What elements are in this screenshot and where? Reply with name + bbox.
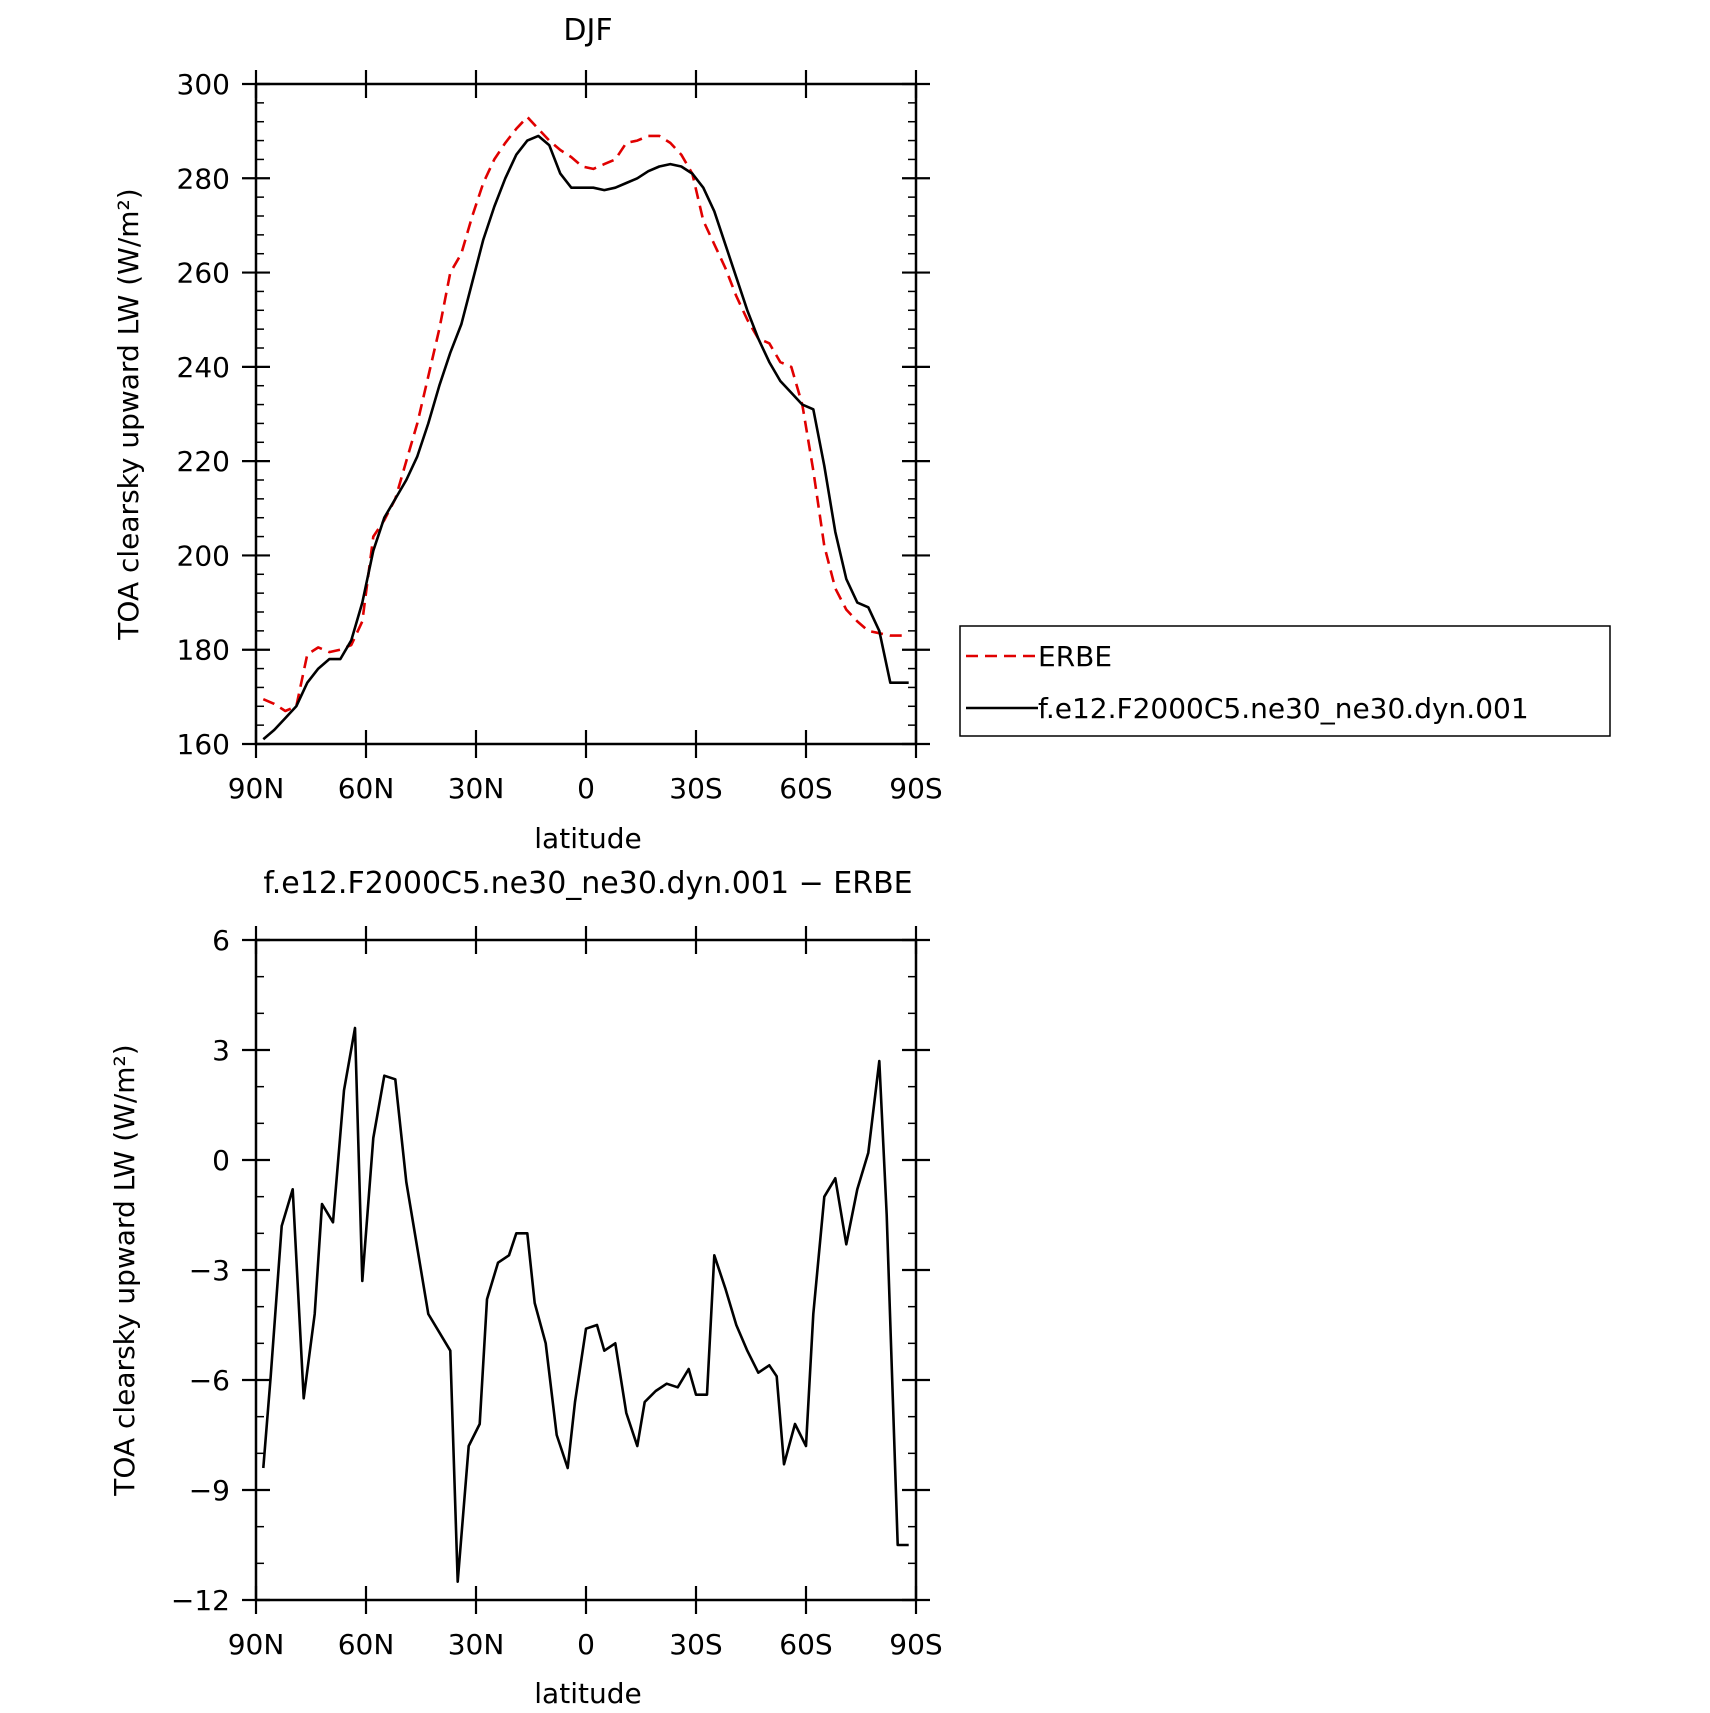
y-tick-label: 6 bbox=[212, 924, 230, 957]
bottom-x-axis-label: latitude bbox=[534, 1677, 641, 1710]
x-tick-label: 60N bbox=[338, 772, 395, 805]
top-y-axis-label: TOA clearsky upward LW (W/m²) bbox=[112, 188, 145, 640]
model-series-line bbox=[262, 1026, 909, 1583]
y-tick-label: −6 bbox=[189, 1364, 230, 1397]
top-x-axis-label: latitude bbox=[534, 822, 641, 855]
y-tick-label: 200 bbox=[177, 539, 230, 572]
x-tick-label: 0 bbox=[577, 772, 595, 805]
model-series-line bbox=[262, 134, 909, 741]
y-tick-label: 3 bbox=[212, 1034, 230, 1067]
x-tick-label: 90N bbox=[228, 1628, 285, 1661]
legend-box bbox=[959, 625, 1611, 737]
bottom-chart: f.e12.F2000C5.ne30_ne30.dyn.001 − ERBE −… bbox=[108, 866, 943, 1710]
top-plot-frame bbox=[254, 82, 918, 746]
y-tick-label: −3 bbox=[189, 1254, 230, 1287]
erbe-series-line bbox=[262, 115, 909, 713]
y-tick-label: 220 bbox=[177, 445, 230, 478]
bottom-x-ticks: 90N 60N 30N 0 30S 60S 90S bbox=[228, 926, 943, 1661]
x-tick-label: 30N bbox=[448, 1628, 505, 1661]
top-chart: DJF 160 180 200 220 240 260 280 300 90N 60N 30N 0 3… bbox=[112, 13, 1611, 855]
y-tick-label: 0 bbox=[212, 1144, 230, 1177]
top-chart-title: DJF bbox=[563, 13, 612, 48]
x-tick-label: 30S bbox=[669, 1628, 722, 1661]
top-x-ticks: 90N 60N 30N 0 30S 60S 90S bbox=[228, 70, 943, 805]
y-tick-label: 260 bbox=[177, 257, 230, 290]
x-tick-label: 60S bbox=[779, 772, 832, 805]
x-tick-label: 90S bbox=[889, 772, 942, 805]
x-tick-label: 90N bbox=[228, 772, 285, 805]
legend: ERBE f.e12.F2000C5.ne30_ne30.dyn.001 bbox=[959, 625, 1611, 737]
y-tick-label: 240 bbox=[177, 351, 230, 384]
x-tick-label: 30S bbox=[669, 772, 722, 805]
x-tick-label: 30N bbox=[448, 772, 505, 805]
top-series bbox=[262, 115, 909, 741]
x-tick-label: 0 bbox=[577, 1628, 595, 1661]
x-tick-label: 90S bbox=[889, 1628, 942, 1661]
y-tick-label: 300 bbox=[177, 68, 230, 101]
legend-model-label: f.e12.F2000C5.ne30_ne30.dyn.001 bbox=[1038, 692, 1529, 725]
y-tick-label: 180 bbox=[177, 634, 230, 667]
bottom-y-ticks: −12 −9 −6 −3 0 3 6 bbox=[171, 924, 930, 1617]
y-tick-label: 160 bbox=[177, 728, 230, 761]
y-tick-label: −12 bbox=[171, 1584, 230, 1617]
top-y-ticks: 160 180 200 220 240 260 280 300 bbox=[177, 68, 930, 761]
y-tick-label: −9 bbox=[189, 1474, 230, 1507]
bottom-series bbox=[262, 1026, 909, 1583]
x-tick-label: 60N bbox=[338, 1628, 395, 1661]
legend-erbe-label: ERBE bbox=[1038, 640, 1112, 673]
bottom-y-axis-label: TOA clearsky upward LW (W/m²) bbox=[108, 1044, 141, 1496]
y-tick-label: 280 bbox=[177, 162, 230, 195]
bottom-chart-title: f.e12.F2000C5.ne30_ne30.dyn.001 − ERBE bbox=[263, 866, 912, 901]
x-tick-label: 60S bbox=[779, 1628, 832, 1661]
